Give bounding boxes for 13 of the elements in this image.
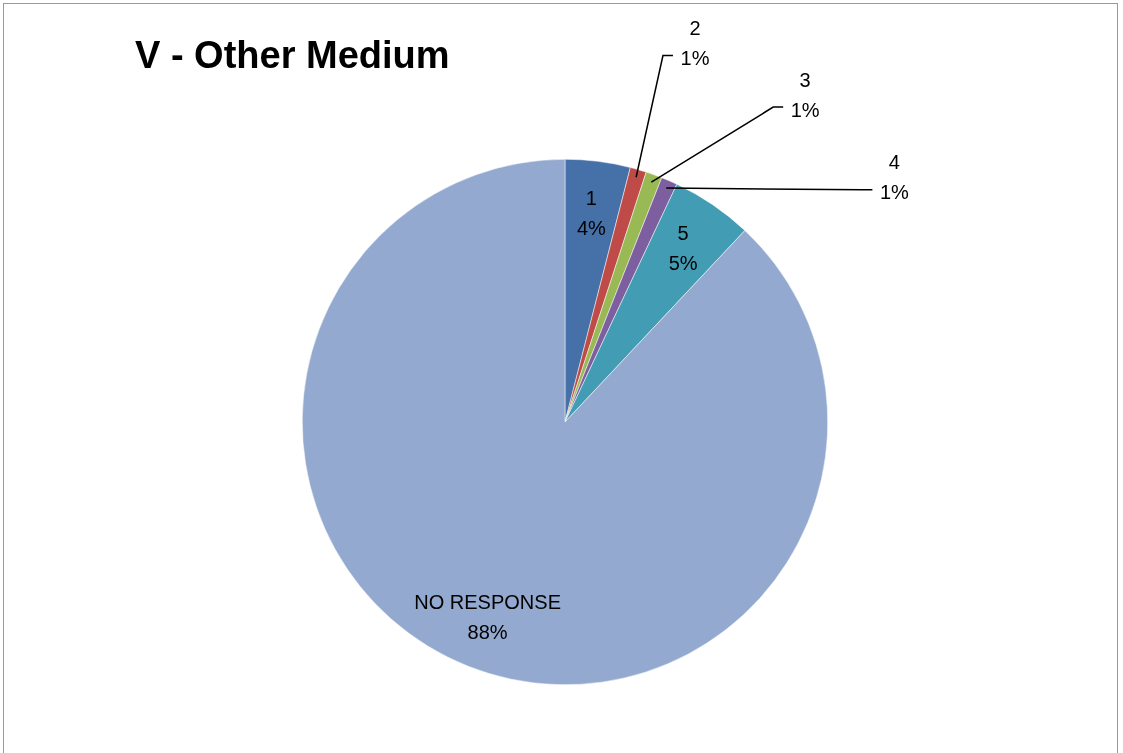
data-label: 88%: [467, 620, 508, 643]
slice-label: 2: [689, 17, 701, 40]
slice-label: 5: [677, 221, 689, 244]
chart-title: V - Other Medium: [135, 34, 450, 77]
slice-label: 3: [799, 68, 811, 91]
slice-label: 4: [888, 151, 900, 174]
data-label: 5%: [668, 251, 698, 274]
data-label: 1%: [680, 47, 710, 70]
data-label: 4%: [576, 216, 607, 239]
slice-label: NO RESPONSE: [414, 590, 561, 613]
data-label: 1%: [790, 98, 820, 121]
data-label: 1%: [879, 181, 910, 204]
slice-label: 1: [585, 186, 597, 209]
